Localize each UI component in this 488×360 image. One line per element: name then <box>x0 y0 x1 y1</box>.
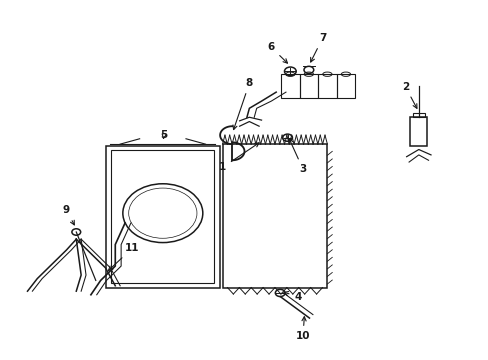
Text: 4: 4 <box>284 292 301 302</box>
Bar <box>105 146 220 288</box>
Text: 2: 2 <box>401 82 416 108</box>
Text: 3: 3 <box>288 139 306 174</box>
Bar <box>222 144 327 288</box>
Bar <box>318 74 336 98</box>
Bar <box>412 113 424 117</box>
Bar <box>299 74 318 98</box>
Bar <box>111 150 214 283</box>
Text: 11: 11 <box>108 243 139 270</box>
Text: 1: 1 <box>219 143 259 172</box>
Bar <box>409 117 427 146</box>
Text: 6: 6 <box>267 42 287 63</box>
Text: 7: 7 <box>310 33 325 62</box>
Bar <box>281 74 299 98</box>
Text: 5: 5 <box>160 130 167 140</box>
Text: 8: 8 <box>232 78 252 130</box>
Text: 10: 10 <box>295 317 309 341</box>
Text: 9: 9 <box>63 206 74 225</box>
Bar <box>336 74 354 98</box>
